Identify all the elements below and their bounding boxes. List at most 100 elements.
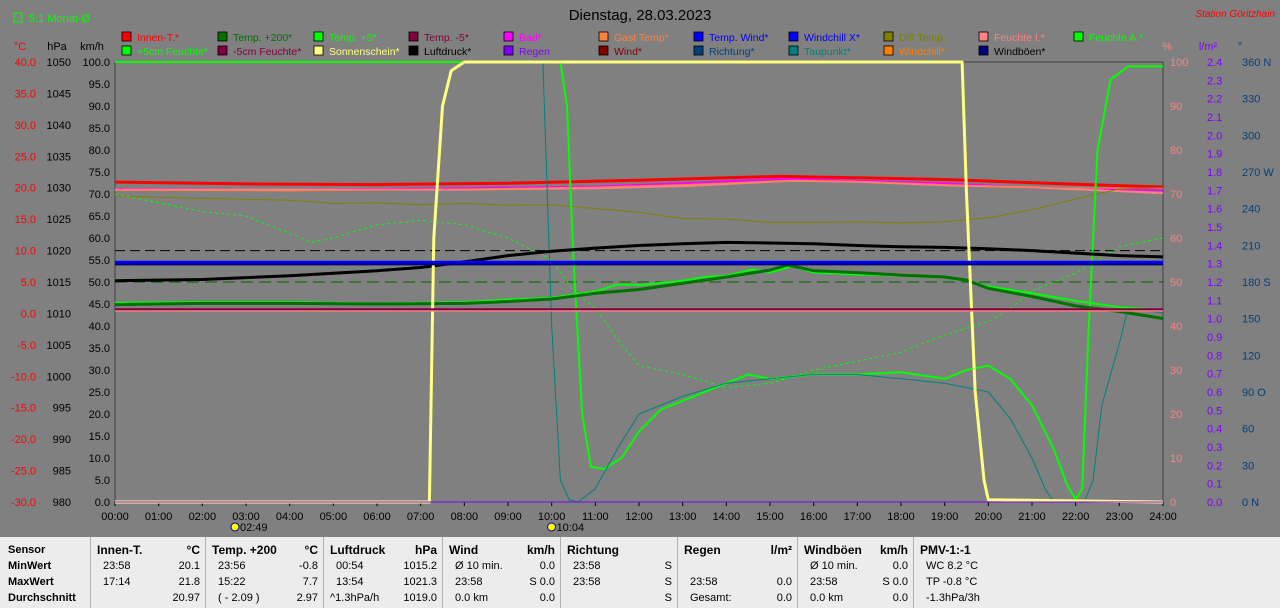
- series-line: [542, 61, 1164, 503]
- sunset-icon: [547, 522, 557, 532]
- direction-tick-label: 210: [1242, 240, 1260, 252]
- rain-tick-label: 0.1: [1207, 479, 1222, 491]
- rain-tick-label: 2.3: [1207, 75, 1222, 87]
- rain-tick-label: 0.7: [1207, 369, 1222, 381]
- legend-swatch: [1073, 31, 1084, 42]
- speed-tick-label: 75.0: [89, 167, 110, 179]
- legend-swatch: [408, 31, 419, 42]
- stats-avg-row: S: [561, 590, 678, 606]
- legend-swatch: [121, 45, 132, 56]
- speed-tick-label: 70.0: [89, 189, 110, 201]
- row-label-avg: Durchschnitt: [8, 592, 76, 604]
- series-line: [114, 193, 1164, 389]
- x-tick-label: 07:00: [407, 511, 435, 523]
- legend-label: Taupunkt*: [804, 46, 851, 58]
- stats-header: Regen l/m²: [678, 542, 798, 558]
- stats-avg-row: ( - 2.09 ) 2.97: [206, 590, 324, 606]
- stats-min-row: Ø 10 min. 0.0: [798, 558, 914, 574]
- series-line: [114, 174, 1164, 189]
- stats-header-name: Temp. +200: [212, 543, 277, 557]
- direction-tick-label: 150: [1242, 314, 1260, 326]
- stats-min-value: -0.8: [299, 560, 318, 572]
- temp-tick-label: 25.0: [15, 151, 36, 163]
- legend-label: Feuchte A.*: [1089, 32, 1143, 44]
- percent-tick-label: 20: [1170, 409, 1182, 421]
- stats-min-value: 1015.2: [403, 560, 437, 572]
- legend-label: Windchill*: [899, 46, 945, 58]
- stats-column: Regen l/m² 23:58 0.0 Gesamt: 0.0: [677, 537, 798, 608]
- speed-tick-label: 85.0: [89, 123, 110, 135]
- direction-tick-label: 0 N: [1242, 497, 1259, 509]
- rain-tick-label: 0.5: [1207, 405, 1222, 417]
- temp-tick-label: 35.0: [15, 88, 36, 100]
- monthly-avg-label: 5:1 Monat-Ø: [29, 13, 91, 25]
- stats-avg-time: -1.3hPa/3h: [926, 592, 980, 604]
- stats-max-row: 17:14 21.8: [91, 574, 206, 590]
- x-tick-label: 18:00: [887, 511, 915, 523]
- temp-tick-label: -15.0: [11, 403, 36, 415]
- stats-min-time: Ø 10 min.: [455, 560, 503, 572]
- legend-swatch: [121, 31, 132, 42]
- pressure-tick-label: 1050: [47, 57, 71, 69]
- stats-min-row: 23:58 S: [561, 558, 678, 574]
- speed-tick-label: 50.0: [89, 277, 110, 289]
- stats-avg-value: 1019.0: [403, 592, 437, 604]
- stats-header-unit: °C: [186, 543, 200, 557]
- direction-tick-label: 120: [1242, 350, 1260, 362]
- stats-max-value: 7.7: [302, 576, 318, 588]
- pressure-tick-label: 1000: [47, 371, 71, 383]
- stats-max-time: 15:22: [218, 576, 246, 588]
- legend-swatch: [313, 45, 324, 56]
- series: [114, 60, 1164, 504]
- stats-header: Luftdruck hPa: [324, 542, 443, 558]
- stats-row-labels: Sensor MinWert MaxWert Durchschnitt: [0, 537, 90, 608]
- x-tick-label: 24:00: [1149, 511, 1177, 523]
- stats-header: Richtung: [561, 542, 678, 558]
- rain-tick-label: 1.6: [1207, 204, 1222, 216]
- x-tick-label: 01:00: [145, 511, 173, 523]
- legend-label: Feuchte I.*: [994, 32, 1045, 44]
- legend-label: Wind*: [614, 46, 642, 58]
- legend-label: Bad*: [519, 32, 542, 44]
- x-tick-label: 03:00: [232, 511, 260, 523]
- x-tick-label: 04:00: [276, 511, 304, 523]
- temp-tick-label: -10.0: [11, 371, 36, 383]
- stats-header-name: Richtung: [567, 543, 619, 557]
- x-tick-label: 10:00: [538, 511, 566, 523]
- temp-tick-label: -30.0: [11, 497, 36, 509]
- x-tick-label: 09:00: [494, 511, 522, 523]
- sunrise-icon: [230, 522, 240, 532]
- stats-min-value: 0.0: [892, 560, 908, 572]
- stats-max-value: 21.8: [178, 576, 200, 588]
- pressure-tick-label: 995: [53, 403, 71, 415]
- legend-swatch: [788, 31, 799, 42]
- speed-tick-label: 0.0: [95, 497, 110, 509]
- pressure-tick-label: 1035: [47, 151, 71, 163]
- legend-label: -5cm Feuchte*: [233, 46, 301, 58]
- stats-avg-value: 0.0: [892, 592, 908, 604]
- direction-tick-label: 30: [1242, 460, 1254, 472]
- rain-tick-label: 1.4: [1207, 240, 1222, 252]
- rain-tick-label: 2.2: [1207, 94, 1222, 106]
- stats-min-row: 23:56 -0.8: [206, 558, 324, 574]
- rain-tick-label: 0.6: [1207, 387, 1222, 399]
- rain-tick-label: 1.2: [1207, 277, 1222, 289]
- pressure-tick-label: 985: [53, 466, 71, 478]
- axis-unit-label: °C: [14, 41, 26, 53]
- stats-max-time: 23:58: [810, 576, 838, 588]
- stats-avg-row: 0.0 km 0.0: [443, 590, 561, 606]
- rain-tick-label: 0.0: [1207, 497, 1222, 509]
- stats-header-unit: l/m²: [770, 543, 792, 557]
- stats-header: Innen-T. °C: [91, 542, 206, 558]
- stats-column: Temp. +200 °C 23:56 -0.8 15:22 7.7 ( - 2.09 ) 2…: [205, 537, 324, 608]
- percent-tick-label: 80: [1170, 145, 1182, 157]
- rain-tick-label: 0.8: [1207, 350, 1222, 362]
- stats-header-name: Luftdruck: [330, 543, 386, 557]
- legend-swatch: [503, 31, 514, 42]
- percent-tick-label: 10: [1170, 453, 1182, 465]
- rain-tick-label: 1.7: [1207, 185, 1222, 197]
- x-tick-label: 05:00: [320, 511, 348, 523]
- monthly-avg-box: [13, 12, 23, 23]
- temp-tick-label: 5.0: [21, 277, 36, 289]
- legend-label: Temp. -5*: [424, 32, 469, 44]
